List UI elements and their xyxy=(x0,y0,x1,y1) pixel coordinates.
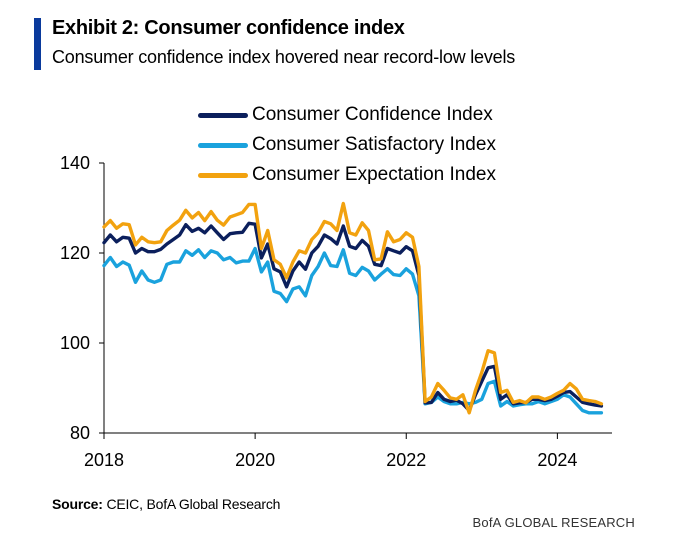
legend-swatch-satisfactory xyxy=(198,142,248,148)
source-text: CEIC, BofA Global Research xyxy=(106,496,281,512)
chart-title: Exhibit 2: Consumer confidence index xyxy=(52,17,405,39)
chart-legend: Consumer Confidence Index Consumer Satis… xyxy=(198,100,496,190)
legend-item-expectation: Consumer Expectation Index xyxy=(198,160,496,190)
chart-subtitle: Consumer confidence index hovered near r… xyxy=(52,47,516,67)
x-tick-label: 2020 xyxy=(235,450,275,470)
y-tick-label: 100 xyxy=(60,333,90,353)
footer-brand: BofA GLOBAL RESEARCH xyxy=(472,515,635,530)
legend-item-confidence: Consumer Confidence Index xyxy=(198,100,496,130)
title-accent-bar xyxy=(34,18,41,70)
x-tick-label: 2022 xyxy=(386,450,426,470)
source-note: Source: CEIC, BofA Global Research xyxy=(52,496,280,512)
chart-series xyxy=(102,201,604,415)
legend-label-satisfactory: Consumer Satisfactory Index xyxy=(252,134,496,155)
x-tick-label: 2018 xyxy=(84,450,124,470)
legend-label-expectation: Consumer Expectation Index xyxy=(252,164,496,185)
legend-item-satisfactory: Consumer Satisfactory Index xyxy=(198,130,496,160)
y-tick-label: 140 xyxy=(60,153,90,173)
legend-swatch-confidence xyxy=(198,112,248,118)
source-label: Source: xyxy=(52,496,103,512)
series-line-consumer-satisfactory-index xyxy=(102,246,604,415)
y-tick-label: 120 xyxy=(60,243,90,263)
chart-axes: 80 100 120 140 2018 2020 2022 2024 xyxy=(60,153,612,470)
series-line-consumer-confidence-index xyxy=(102,221,604,413)
series-line-consumer-expectation-index xyxy=(102,201,604,415)
y-tick-label: 80 xyxy=(70,423,90,443)
legend-label-confidence: Consumer Confidence Index xyxy=(252,104,493,125)
legend-swatch-expectation xyxy=(198,172,248,178)
x-tick-label: 2024 xyxy=(537,450,577,470)
